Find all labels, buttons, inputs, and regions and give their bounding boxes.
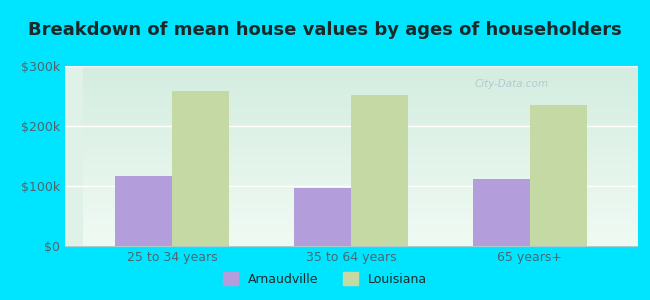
- Bar: [473, 179, 530, 246]
- Legend: Arnaudville, Louisiana: Arnaudville, Louisiana: [218, 267, 432, 291]
- Bar: [172, 91, 229, 246]
- Bar: [294, 188, 351, 246]
- Bar: [530, 105, 587, 246]
- Text: Breakdown of mean house values by ages of householders: Breakdown of mean house values by ages o…: [28, 21, 622, 39]
- Bar: [351, 95, 408, 246]
- Text: City-Data.com: City-Data.com: [474, 79, 549, 89]
- Bar: [115, 176, 172, 246]
